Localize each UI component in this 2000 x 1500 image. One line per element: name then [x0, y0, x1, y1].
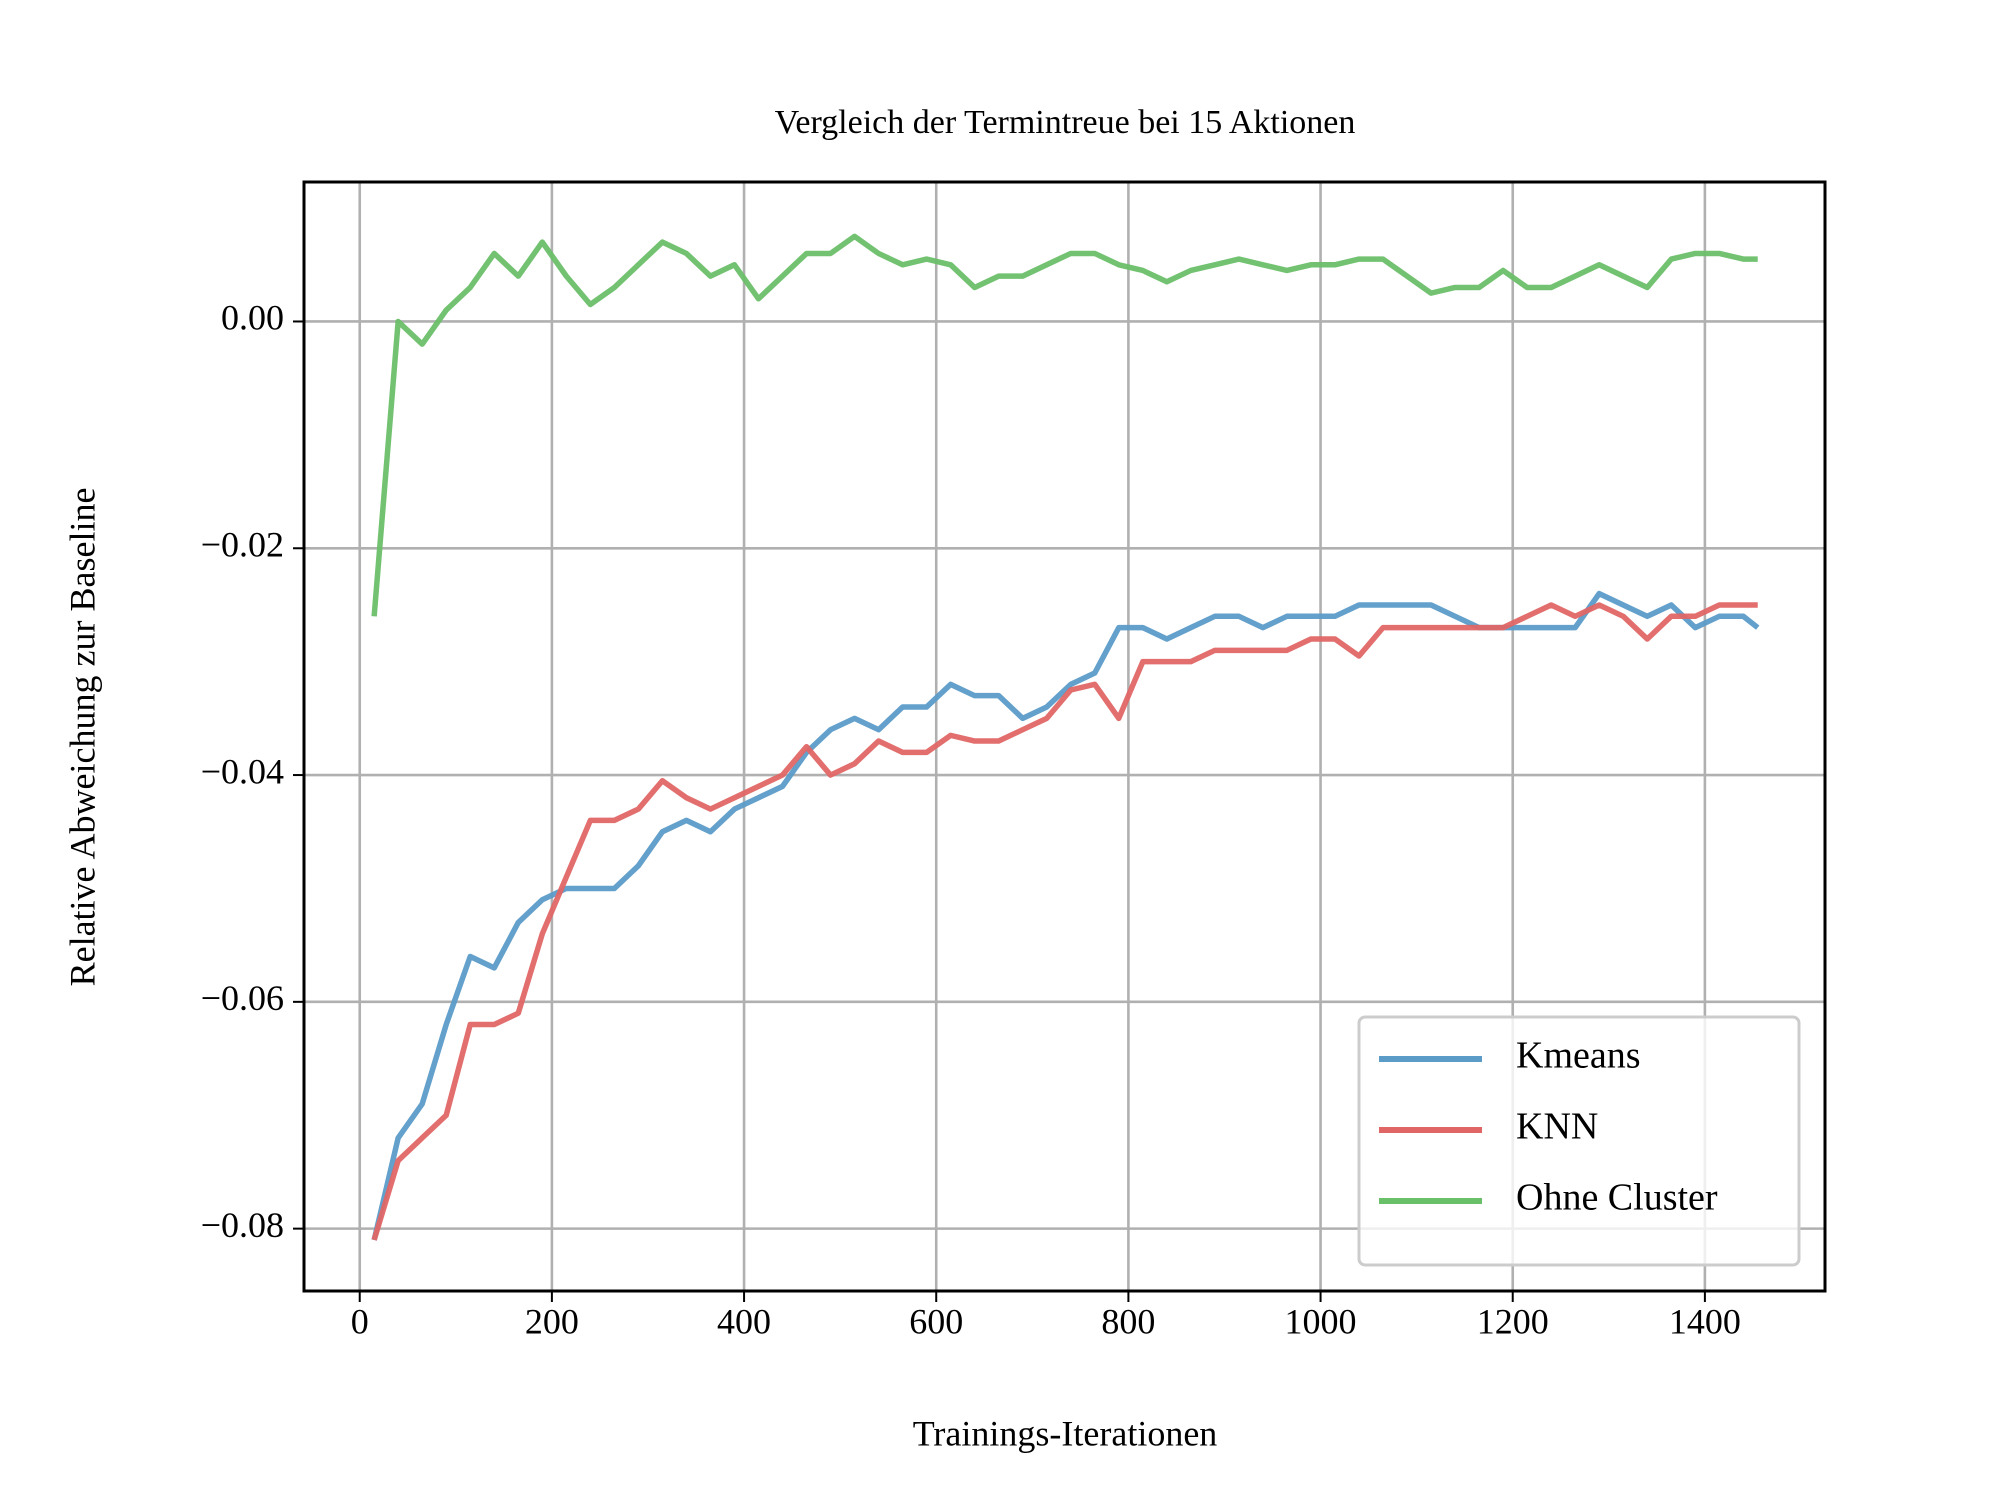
legend-label: KNN — [1516, 1106, 1598, 1148]
y-tick-label: −0.04 — [201, 751, 284, 791]
legend: Kmeans KNN Ohne Cluster — [1357, 1015, 1801, 1267]
y-tick-label: −0.02 — [201, 525, 284, 565]
x-tick-label: 1000 — [1285, 1301, 1357, 1341]
x-tick-label: 200 — [525, 1301, 579, 1341]
x-tick-label: 400 — [717, 1301, 771, 1341]
series-line — [371, 590, 1760, 1241]
x-tick-label: 800 — [1101, 1301, 1155, 1341]
series-line — [371, 233, 1758, 617]
x-tick-label: 1200 — [1477, 1301, 1549, 1341]
y-tick-label: −0.06 — [201, 978, 284, 1018]
x-tick-label: 0 — [351, 1301, 369, 1341]
plot-frame — [302, 180, 1827, 1293]
chart-title: Vergleich der Termintreue bei 15 Aktione… — [775, 104, 1356, 141]
y-tick-label: −0.08 — [201, 1205, 284, 1245]
x-tick-label: 600 — [909, 1301, 963, 1341]
y-tick-label: 0.00 — [221, 298, 284, 338]
legend-label: Ohne Cluster — [1516, 1177, 1718, 1219]
x-axis-label: Trainings-Iterationen — [913, 1413, 1218, 1453]
x-tick-label: 1400 — [1669, 1301, 1741, 1341]
series-line — [371, 602, 1758, 1241]
y-axis-label: Relative Abweichung zur Baseline — [62, 488, 102, 987]
legend-label: Kmeans — [1516, 1035, 1641, 1077]
